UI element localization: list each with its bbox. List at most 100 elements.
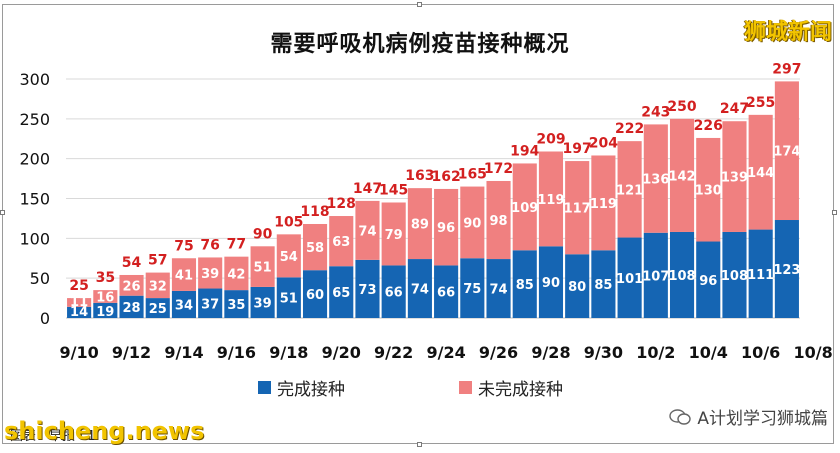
bar-completed: [460, 258, 485, 318]
data-label-incomplete: 74: [358, 224, 376, 239]
legend-label-completed: 完成接种: [277, 380, 345, 400]
data-label-incomplete: 79: [385, 228, 403, 243]
data-label-total: 57: [148, 253, 167, 269]
bar-completed: [329, 266, 354, 318]
bar-completed: [171, 290, 197, 318]
x-tick-label: 9/22: [374, 343, 413, 362]
bar-incomplete: [512, 163, 537, 251]
data-label-completed: 51: [280, 292, 298, 307]
x-tick-label: 9/16: [217, 343, 256, 362]
data-label-total: 255: [746, 95, 775, 111]
data-label-total: 194: [510, 143, 539, 159]
bar-incomplete: [355, 200, 380, 260]
data-label-completed: 19: [96, 305, 114, 320]
data-label-total: 25: [69, 278, 88, 294]
data-label-total: 35: [96, 270, 115, 286]
data-label-incomplete: 136: [642, 173, 669, 188]
y-tick-label: 0: [40, 309, 50, 328]
data-label-incomplete: 16: [96, 290, 114, 305]
data-label-completed: 37: [201, 297, 219, 312]
x-tick-label: 10/6: [741, 343, 780, 362]
data-label-completed: 73: [358, 283, 376, 298]
resize-handle-right[interactable]: [832, 210, 837, 215]
bar-completed: [407, 259, 432, 318]
data-label-incomplete: 42: [227, 267, 245, 282]
wechat-icon: [669, 408, 692, 425]
bar-completed: [617, 237, 642, 318]
data-label-incomplete: 41: [175, 269, 193, 284]
bar-incomplete: [93, 290, 118, 303]
data-label-incomplete: 119: [590, 197, 617, 212]
x-tick-label: 9/14: [164, 343, 203, 362]
x-tick-label: 10/2: [636, 343, 675, 362]
resize-handle-bottom[interactable]: [417, 442, 422, 447]
data-label-total: 90: [253, 226, 273, 242]
bar-completed: [145, 298, 170, 318]
wechat-account-label: A计划学习狮城篇: [697, 409, 828, 429]
data-label-total: 243: [641, 104, 670, 120]
x-tick-label: 9/28: [531, 343, 570, 362]
legend-item-completed: 完成接种: [258, 375, 345, 400]
bar-completed: [722, 231, 747, 318]
bar-incomplete: [250, 246, 275, 287]
bar-completed: [224, 290, 249, 318]
bar-completed: [748, 229, 773, 318]
y-tick-label: 150: [19, 190, 50, 209]
data-label-total: 226: [694, 118, 723, 134]
data-label-incomplete: 98: [489, 214, 507, 229]
data-label-total: 165: [458, 167, 487, 183]
y-tick-label: 250: [19, 110, 50, 129]
data-label-incomplete: 96: [437, 221, 455, 236]
bar-incomplete: [774, 81, 799, 221]
y-tick-label: 100: [19, 229, 50, 248]
data-label-incomplete: 54: [280, 250, 298, 265]
data-label-total: 222: [615, 121, 644, 137]
bar-completed: [669, 231, 695, 318]
bar-completed: [565, 254, 590, 318]
data-label-completed: 25: [149, 302, 167, 317]
data-label-completed: 111: [747, 268, 774, 283]
data-label-total: 250: [667, 99, 696, 115]
data-label-total: 204: [589, 135, 618, 151]
bar-incomplete: [696, 137, 721, 242]
data-label-incomplete: 119: [537, 193, 564, 208]
data-label-incomplete: 26: [122, 279, 140, 294]
bar-incomplete: [591, 155, 616, 251]
data-label-completed: 74: [411, 283, 429, 298]
data-label-completed: 34: [175, 298, 193, 313]
bar-incomplete: [145, 272, 170, 299]
data-label-total: 172: [484, 161, 513, 177]
data-label-incomplete: 139: [721, 171, 748, 186]
data-label-completed: 66: [385, 286, 403, 301]
bar-completed: [119, 295, 144, 318]
data-label-incomplete: 109: [511, 201, 538, 216]
data-label-completed: 80: [568, 280, 586, 295]
data-label-completed: 75: [463, 282, 481, 297]
data-label-incomplete: 174: [773, 145, 800, 160]
y-tick-label: 300: [19, 70, 50, 89]
y-tick-label: 50: [30, 269, 50, 288]
x-tick-label: 10/8: [793, 343, 832, 362]
bar-incomplete: [486, 180, 511, 260]
data-label-completed: 108: [668, 269, 695, 284]
resize-handle-left[interactable]: [0, 210, 5, 215]
x-tick-label: 9/20: [322, 343, 361, 362]
y-tick-label: 200: [19, 150, 50, 169]
bar-completed: [486, 259, 511, 318]
bar-incomplete: [381, 202, 406, 266]
resize-handle-top[interactable]: [417, 2, 422, 7]
x-tick-label: 10/4: [689, 343, 728, 362]
bar-completed: [355, 259, 380, 318]
data-label-total: 162: [431, 169, 460, 185]
bar-incomplete: [669, 118, 695, 232]
data-label-total: 247: [720, 101, 749, 117]
bar-incomplete: [565, 161, 590, 255]
data-label-completed: 65: [332, 286, 350, 301]
bar-incomplete: [119, 274, 144, 296]
bar-incomplete: [224, 256, 249, 291]
bar-incomplete: [198, 257, 223, 289]
wechat-account: A计划学习狮城篇: [669, 404, 828, 429]
watermark-text: shicheng.news: [4, 417, 205, 445]
bar-incomplete: [434, 188, 459, 266]
